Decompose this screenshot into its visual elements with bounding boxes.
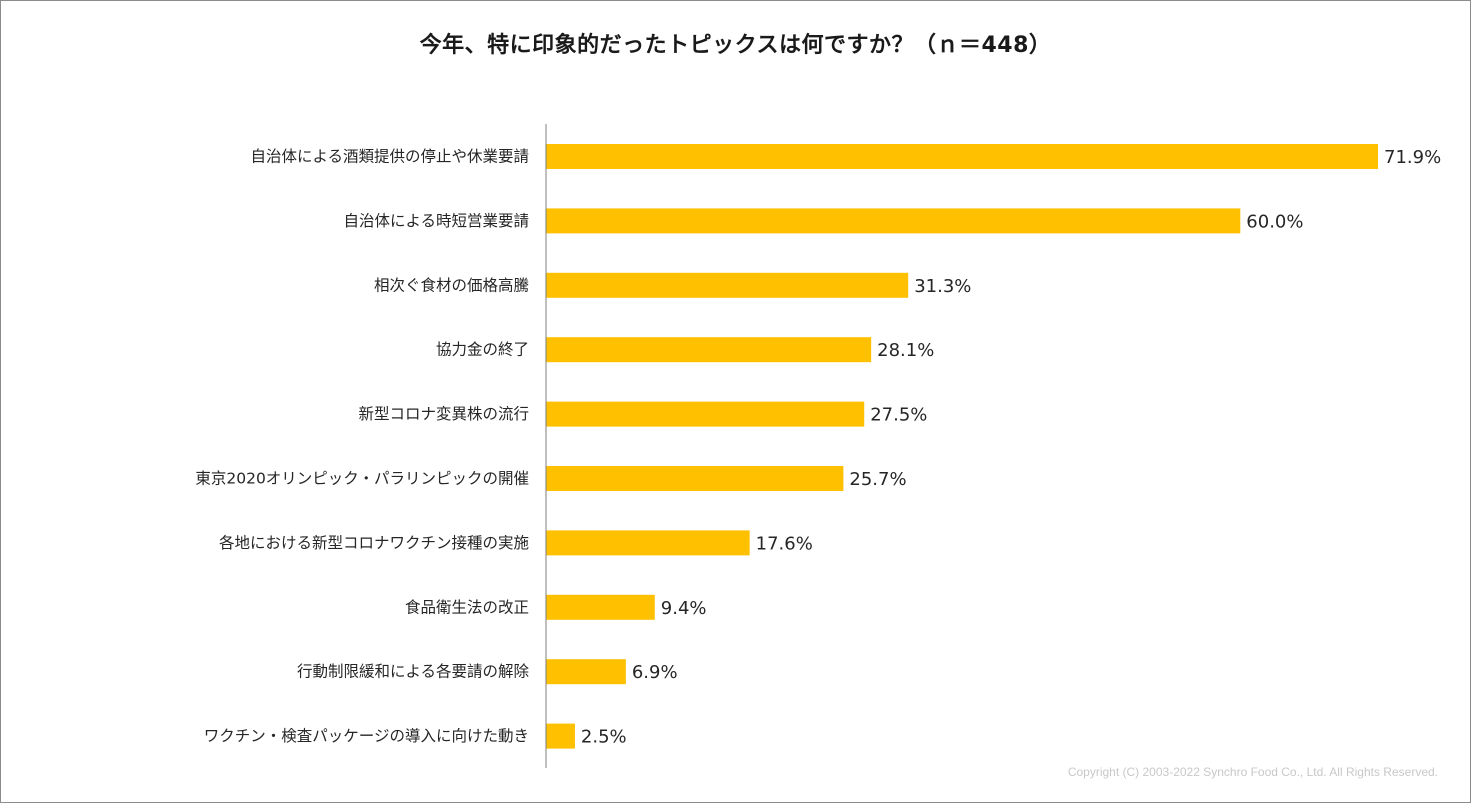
value-label: 27.5% bbox=[870, 405, 927, 426]
bar bbox=[546, 530, 750, 556]
value-label: 6.9% bbox=[632, 662, 678, 683]
bar bbox=[546, 144, 1378, 169]
value-labels: 71.9% 60.0% 31.3% 28.1% 27.5% 25.7% 17.6% 9.4% 6… bbox=[581, 147, 1441, 748]
chart-title: 今年、特に印象的だったトピックスは何ですか？（ｎ＝448） bbox=[419, 33, 1052, 58]
category-label: ワクチン・検査パッケージの導入に向けた動き bbox=[204, 727, 529, 745]
value-label: 71.9% bbox=[1384, 147, 1441, 168]
category-label: 行動制限緩和による各要請の解除 bbox=[297, 663, 530, 681]
copyright-text: Copyright (C) 2003-2022 Synchro Food Co.… bbox=[1067, 765, 1438, 779]
value-label: 9.4% bbox=[661, 598, 707, 619]
bar bbox=[546, 466, 844, 491]
value-label: 17.6% bbox=[756, 533, 813, 554]
category-label: 自治体による時短営業要請 bbox=[343, 212, 529, 230]
value-label: 25.7% bbox=[849, 469, 906, 490]
bar bbox=[546, 337, 872, 363]
bars-layer bbox=[546, 144, 1378, 749]
category-label: 協力金の終了 bbox=[436, 341, 529, 359]
bar bbox=[546, 208, 1241, 234]
category-label: 新型コロナ変異株の流行 bbox=[358, 405, 529, 423]
category-labels: 自治体による酒類提供の停止や休業要請自治体による時短営業要請相次ぐ食材の価格高騰… bbox=[195, 148, 529, 746]
bar bbox=[546, 659, 626, 685]
bar bbox=[546, 272, 909, 298]
value-label: 28.1% bbox=[877, 340, 934, 361]
category-label: 自治体による酒類提供の停止や休業要請 bbox=[250, 148, 529, 166]
value-label: 31.3% bbox=[914, 276, 971, 297]
bar bbox=[546, 594, 655, 620]
category-label: 各地における新型コロナワクチン接種の実施 bbox=[219, 534, 529, 552]
category-label: 東京2020オリンピック・パラリンピックの開催 bbox=[195, 470, 529, 488]
category-label: 食品衛生法の改正 bbox=[405, 598, 529, 616]
category-label: 相次ぐ食材の価格高騰 bbox=[374, 276, 529, 294]
value-label: 2.5% bbox=[581, 727, 627, 748]
bar bbox=[546, 723, 575, 749]
bar bbox=[546, 401, 865, 427]
value-label: 60.0% bbox=[1246, 211, 1303, 232]
